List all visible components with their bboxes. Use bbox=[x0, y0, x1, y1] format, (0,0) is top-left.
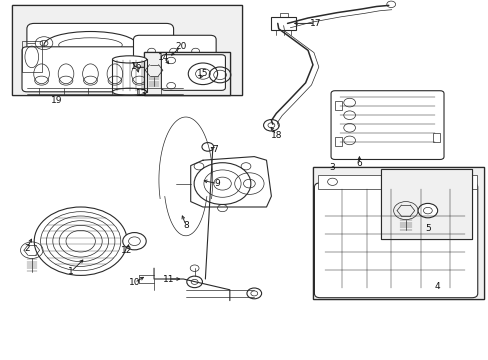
Text: 17: 17 bbox=[309, 19, 321, 28]
Ellipse shape bbox=[417, 203, 437, 218]
Text: 15: 15 bbox=[197, 69, 208, 78]
Ellipse shape bbox=[246, 288, 261, 299]
Text: 19: 19 bbox=[50, 96, 62, 105]
Bar bbox=[279, 13, 287, 17]
Text: 7: 7 bbox=[212, 145, 218, 154]
Ellipse shape bbox=[194, 163, 250, 204]
FancyBboxPatch shape bbox=[314, 183, 477, 298]
Text: 10: 10 bbox=[128, 278, 140, 287]
Bar bbox=[312, 167, 483, 299]
FancyBboxPatch shape bbox=[27, 23, 173, 77]
Text: 20: 20 bbox=[175, 42, 186, 51]
Text: 11: 11 bbox=[163, 274, 174, 284]
Text: 13: 13 bbox=[136, 89, 147, 98]
Bar bbox=[22, 41, 41, 72]
Text: 3: 3 bbox=[329, 163, 335, 172]
Bar bbox=[12, 5, 242, 95]
Bar bbox=[144, 52, 229, 95]
Text: 16: 16 bbox=[131, 62, 142, 71]
Bar bbox=[432, 133, 439, 142]
Bar bbox=[271, 17, 295, 30]
Bar bbox=[312, 167, 483, 299]
Ellipse shape bbox=[263, 120, 279, 131]
Text: 8: 8 bbox=[183, 220, 188, 230]
Text: 1: 1 bbox=[68, 267, 74, 276]
Bar bbox=[12, 5, 242, 95]
Bar bbox=[381, 169, 471, 239]
Bar bbox=[112, 59, 146, 92]
Bar bbox=[144, 52, 229, 95]
Text: 2: 2 bbox=[24, 244, 30, 253]
Text: 4: 4 bbox=[434, 282, 440, 291]
Text: 18: 18 bbox=[270, 130, 282, 139]
Bar bbox=[12, 5, 242, 95]
FancyBboxPatch shape bbox=[22, 47, 188, 92]
Bar bbox=[317, 175, 476, 189]
Bar bbox=[334, 101, 342, 110]
Bar bbox=[312, 167, 483, 299]
Text: 9: 9 bbox=[214, 179, 220, 188]
Ellipse shape bbox=[112, 88, 146, 95]
Text: 6: 6 bbox=[356, 159, 362, 168]
FancyBboxPatch shape bbox=[161, 55, 225, 90]
Ellipse shape bbox=[44, 31, 137, 58]
Bar bbox=[144, 52, 229, 95]
FancyBboxPatch shape bbox=[330, 91, 443, 159]
Text: 14: 14 bbox=[158, 53, 169, 62]
Bar bbox=[381, 169, 471, 239]
Ellipse shape bbox=[112, 56, 146, 63]
Text: 12: 12 bbox=[121, 246, 133, 255]
Bar bbox=[381, 169, 471, 239]
Ellipse shape bbox=[122, 233, 146, 250]
Text: 5: 5 bbox=[424, 224, 430, 233]
FancyBboxPatch shape bbox=[133, 35, 216, 67]
Ellipse shape bbox=[186, 276, 202, 288]
Bar bbox=[334, 137, 342, 146]
